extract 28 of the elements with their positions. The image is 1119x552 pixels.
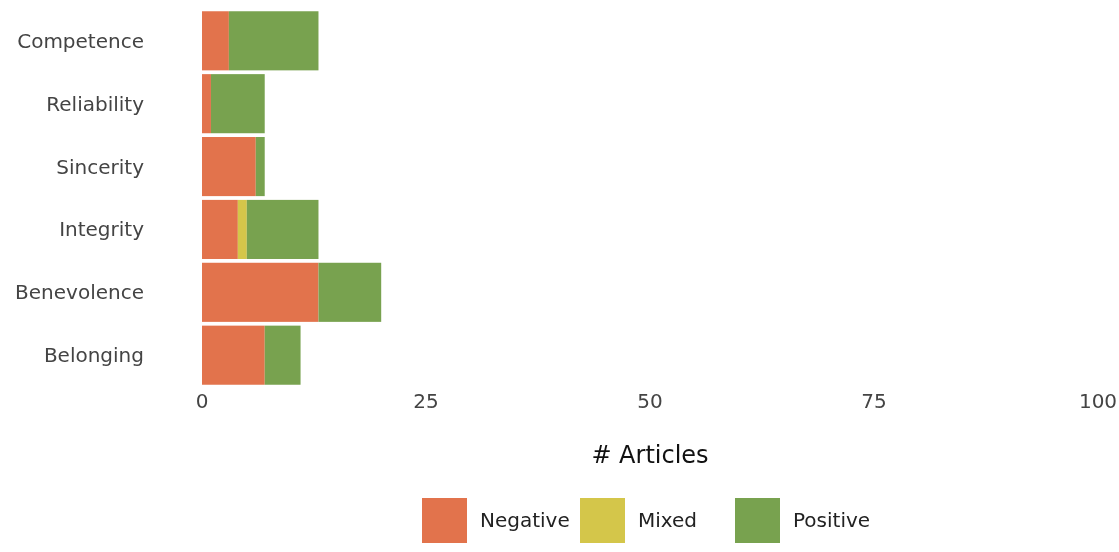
- bar: [255, 137, 265, 197]
- bar: [202, 74, 211, 134]
- bar: [202, 137, 256, 197]
- bar: [202, 199, 238, 259]
- bar: [210, 74, 265, 134]
- bar: [264, 325, 301, 385]
- legend-label: Negative: [480, 508, 570, 532]
- x-tick-label: 0: [195, 389, 209, 413]
- y-tick-label: Belonging: [43, 343, 144, 368]
- y-tick-label: Integrity: [59, 217, 145, 242]
- bar: [202, 325, 265, 385]
- legend-label: Positive: [793, 508, 871, 532]
- x-tick-label: 75: [861, 389, 887, 413]
- x-axis-title: # Articles: [591, 441, 709, 469]
- bar: [246, 199, 319, 259]
- bar: [202, 262, 319, 322]
- bar: [237, 199, 247, 259]
- x-tick-label: 100: [1078, 389, 1118, 413]
- y-tick-label: Benevolence: [15, 280, 144, 305]
- x-tick-label: 25: [413, 389, 439, 413]
- y-tick-label: Sincerity: [56, 154, 145, 179]
- y-tick-label: Competence: [17, 28, 144, 53]
- x-tick-label: 50: [637, 389, 663, 413]
- legend-label: Mixed: [638, 508, 698, 532]
- bar: [228, 11, 319, 71]
- bar: [202, 11, 229, 71]
- y-tick-label: Reliability: [46, 91, 145, 116]
- bar: [318, 262, 382, 322]
